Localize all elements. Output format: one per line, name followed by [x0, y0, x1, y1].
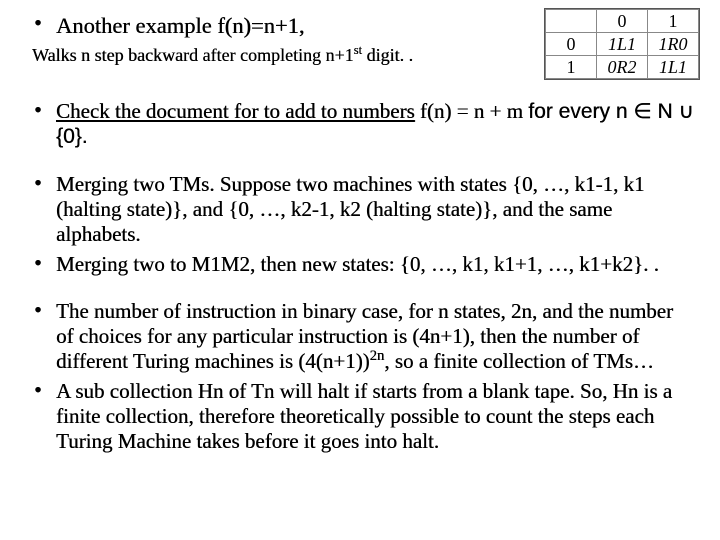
bullet-1-text: Another example f(n)=n+1,: [56, 13, 304, 38]
bullet-3: Merging two TMs. Suppose two machines wi…: [26, 172, 694, 246]
bullet-2: Check the document for to add to numbers…: [26, 99, 694, 151]
b5-sup: 2n: [370, 348, 385, 364]
sub-b: digit. .: [362, 45, 413, 65]
row1-lab: 1: [546, 56, 597, 79]
b2-b: f(n) = n + m: [415, 99, 529, 123]
sub-a: Walks n step backward after completing n…: [32, 45, 354, 65]
row1-c1: 1L1: [648, 56, 699, 79]
b5-b: , so a finite collection of TMs…: [384, 349, 654, 373]
b6-text: A sub collection Hn of Tn will halt if s…: [56, 379, 672, 453]
in-sym: ∈: [633, 100, 651, 123]
b2-under: Check the document for to add to numbers: [56, 99, 415, 123]
b2-e: {0}.: [56, 125, 88, 148]
b2-d: N: [652, 100, 679, 123]
bullet-4: Merging two to M1M2, then new states: {0…: [26, 252, 694, 277]
bullet-1: Another example f(n)=n+1,: [26, 12, 694, 39]
bullet-5: The number of instruction in binary case…: [26, 299, 694, 373]
sub-sup: st: [354, 43, 362, 57]
bullet-6: A sub collection Hn of Tn will halt if s…: [26, 379, 694, 453]
cup-sym: ∪: [678, 100, 693, 123]
b4-text: Merging two to M1M2, then new states: {0…: [56, 252, 659, 276]
row1-c0: 0R2: [597, 56, 648, 79]
b3-text: Merging two TMs. Suppose two machines wi…: [56, 172, 645, 246]
top-row: 0 1 0 1L1 1R0 1 0R2 1L1 Another example …: [26, 12, 694, 67]
b2-c: for every n: [528, 100, 633, 123]
